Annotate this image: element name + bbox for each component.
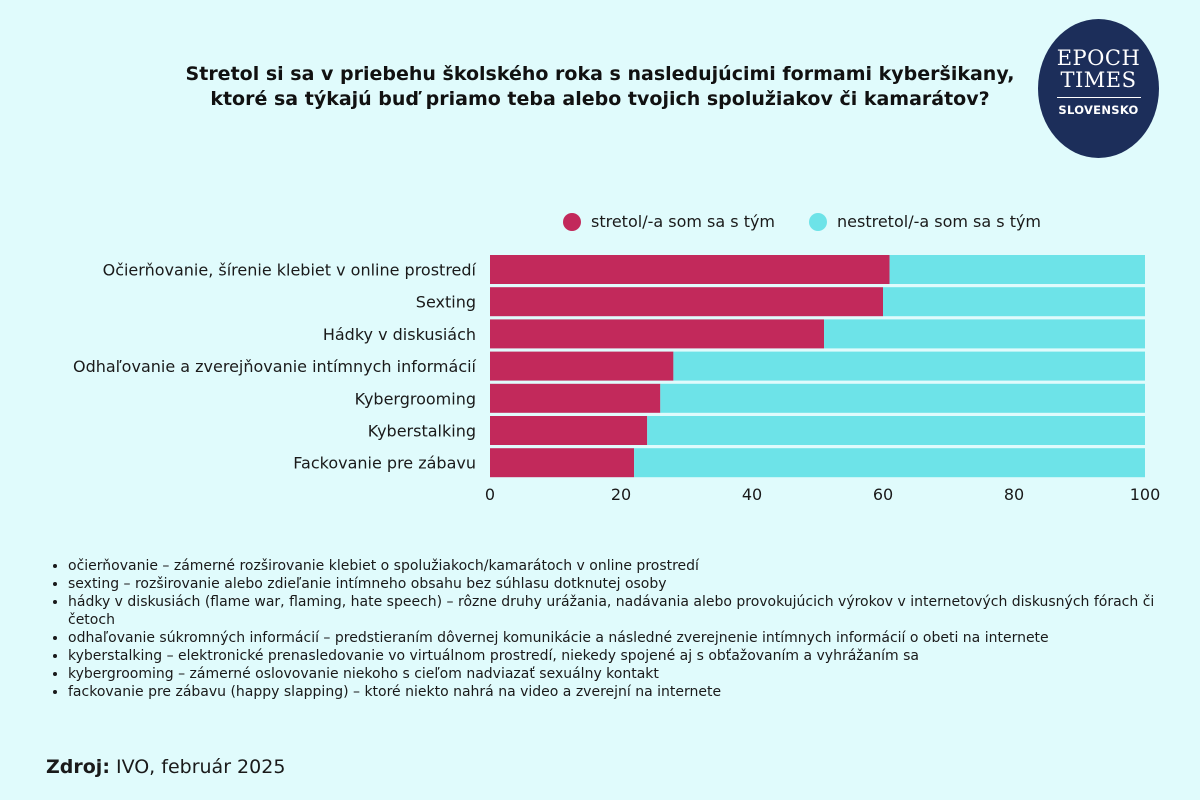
legend-label-1: stretol/-a som sa s tým <box>591 212 776 231</box>
x-tick-label: 60 <box>873 485 893 504</box>
legend-swatch-2 <box>809 212 828 231</box>
category-label: Fackovanie pre zábavu <box>293 454 476 473</box>
category-label: Kyberstalking <box>368 422 476 441</box>
x-tick-label: 100 <box>1130 485 1161 504</box>
logo-line-2: TIMES <box>1060 68 1137 92</box>
x-tick-label: 40 <box>742 485 762 504</box>
bar-segment-1 <box>490 383 661 413</box>
bar-segment-1 <box>490 319 825 349</box>
source-text: IVO, február 2025 <box>109 756 286 778</box>
category-label: Očierňovanie, šírenie klebiet v online p… <box>103 261 477 280</box>
title-line-2: ktoré sa týkajú buď priamo teba alebo tv… <box>210 88 990 110</box>
note-item: odhaľovanie súkromných informácií – pred… <box>68 629 1178 647</box>
category-label: Hádky v diskusiách <box>323 325 476 344</box>
legend-swatch-1 <box>563 212 581 231</box>
chart-title: Stretol si sa v priebehu školského roka … <box>100 62 1100 112</box>
note-item: hádky v diskusiách (flame war, flaming, … <box>68 593 1178 629</box>
note-item: kyberstalking – elektronické prenasledov… <box>68 647 1178 665</box>
bar-segment-1 <box>490 416 648 445</box>
title-line-1: Stretol si sa v priebehu školského roka … <box>185 63 1015 85</box>
chart-legend: stretol/-a som sa s tým nestretol/-a som… <box>563 212 1075 231</box>
bar-segment-2 <box>647 416 1145 445</box>
x-tick-label: 80 <box>1004 485 1024 504</box>
bar-segment-2 <box>824 319 1145 349</box>
legend-item-1: stretol/-a som sa s tým <box>563 212 775 231</box>
logo-divider <box>1056 97 1141 98</box>
bar-segment-2 <box>889 255 1145 284</box>
logo-line-3: SLOVENSKO <box>1058 103 1139 117</box>
bar-segment-1 <box>490 351 674 381</box>
source-note: Zdroj: IVO, február 2025 <box>46 756 285 778</box>
note-item: očierňovanie – zámerné rozširovanie kleb… <box>68 557 1178 575</box>
logo-line-1: EPOCH <box>1056 46 1141 70</box>
category-label: Odhaľovanie a zverejňovanie intímnych in… <box>73 357 477 376</box>
source-label: Zdroj: <box>46 756 110 778</box>
bar-segment-2 <box>634 448 1145 478</box>
bar-segment-1 <box>490 448 635 478</box>
x-tick-label: 0 <box>485 485 495 504</box>
legend-item-2: nestretol/-a som sa s tým <box>809 212 1041 231</box>
note-item: kybergrooming – zámerné oslovovanie niek… <box>68 665 1178 683</box>
note-item: sexting – rozširovanie alebo zdieľanie i… <box>68 575 1178 593</box>
note-item: fackovanie pre zábavu (happy slapping) –… <box>68 683 1178 701</box>
bar-segment-2 <box>660 383 1145 413</box>
definitions-list: očierňovanie – zámerné rozširovanie kleb… <box>46 557 1178 701</box>
x-tick-label: 20 <box>611 485 631 504</box>
epoch-times-logo: EPOCH TIMES SLOVENSKO <box>1038 19 1159 158</box>
bar-segment-1 <box>490 255 890 284</box>
bar-segment-2 <box>673 351 1145 381</box>
category-label: Kybergrooming <box>355 389 476 408</box>
bar-segment-2 <box>883 287 1145 317</box>
category-label: Sexting <box>416 293 476 312</box>
bar-segment-1 <box>490 287 883 317</box>
legend-label-2: nestretol/-a som sa s tým <box>837 212 1042 231</box>
